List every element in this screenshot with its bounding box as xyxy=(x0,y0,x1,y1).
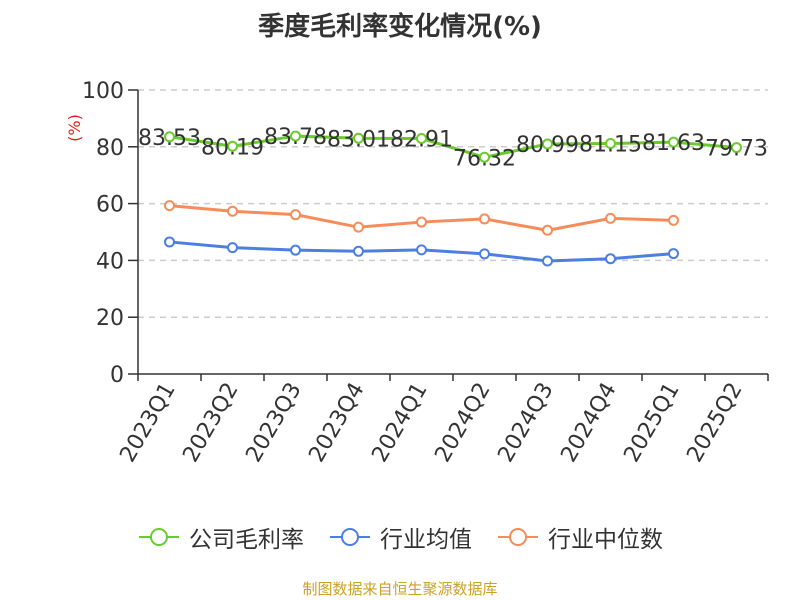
data-point-industry_median xyxy=(164,200,175,212)
y-tick-label: 0 xyxy=(110,363,124,388)
x-tick-label: 2024Q1 xyxy=(367,379,432,467)
y-tick-label: 40 xyxy=(96,249,124,274)
legend: 公司毛利率 行业均值 行业中位数 xyxy=(0,520,800,554)
data-point-industry_avg xyxy=(227,242,238,254)
grid-lines xyxy=(138,89,768,318)
data-point-company xyxy=(353,132,364,144)
legend-label-industry-median: 行业中位数 xyxy=(548,527,663,553)
series-line-company xyxy=(169,134,737,159)
data-point-company xyxy=(416,133,427,145)
data-point-industry_median xyxy=(668,214,679,226)
y-tick-label: 80 xyxy=(96,136,124,161)
data-point-industry_avg xyxy=(542,255,553,267)
data-label: 80.19 xyxy=(201,135,264,160)
data-point-industry_median xyxy=(227,205,238,217)
legend-label-industry-avg: 行业均值 xyxy=(380,527,472,553)
data-label: 76.32 xyxy=(453,146,516,171)
data-point-industry_avg xyxy=(668,248,679,260)
data-label: 83.01 xyxy=(327,127,390,152)
x-tick-label: 2023Q4 xyxy=(304,379,369,467)
y-tick-label: 20 xyxy=(96,306,124,331)
data-label: 81.15 xyxy=(579,133,642,158)
data-label: 80.99 xyxy=(516,133,579,158)
x-tick-label: 2025Q1 xyxy=(619,379,684,467)
data-point-industry_median xyxy=(605,212,616,224)
data-source-note: 制图数据来自恒生聚源数据库 xyxy=(302,580,498,598)
legend-item-company[interactable]: 公司毛利率 xyxy=(137,520,304,554)
series-lines xyxy=(164,130,742,267)
data-point-industry_median xyxy=(416,216,427,228)
data-label: 83.53 xyxy=(138,126,201,151)
y-tick-label: 100 xyxy=(82,79,124,104)
data-point-company xyxy=(605,138,616,150)
data-point-industry_avg xyxy=(353,245,364,257)
legend-line-circle-icon xyxy=(330,528,370,546)
data-point-company xyxy=(479,151,490,163)
data-point-industry_avg xyxy=(416,244,427,256)
data-point-industry_avg xyxy=(605,253,616,265)
data-label: 81.63 xyxy=(642,131,705,156)
x-tick-label: 2023Q3 xyxy=(241,379,306,467)
y-tick-label: 60 xyxy=(96,193,124,218)
data-point-industry_avg xyxy=(479,248,490,260)
data-point-industry_avg xyxy=(290,244,301,256)
legend-item-industry-avg[interactable]: 行业均值 xyxy=(328,520,472,554)
x-tick-label: 2023Q2 xyxy=(178,379,243,467)
data-point-industry_median xyxy=(542,224,553,236)
x-tick-label: 2023Q1 xyxy=(115,379,180,467)
data-label: 83.78 xyxy=(264,125,327,150)
x-tick-label: 2025Q2 xyxy=(682,379,747,467)
data-point-company xyxy=(668,136,679,148)
legend-line-circle-icon xyxy=(139,528,179,546)
data-point-company xyxy=(731,142,742,154)
data-point-company xyxy=(164,131,175,143)
data-label: 82.91 xyxy=(390,128,453,153)
line-chart: (%) 0 20 40 60 80 100 2023Q12023Q22023Q32023Q4… xyxy=(65,79,769,467)
data-point-company xyxy=(290,130,301,142)
data-point-industry_median xyxy=(353,221,364,233)
data-point-company xyxy=(227,140,238,152)
data-point-industry_median xyxy=(479,213,490,225)
x-tick-label: 2024Q4 xyxy=(556,379,621,467)
legend-line-circle-icon xyxy=(498,528,538,546)
data-point-industry_avg xyxy=(164,236,175,248)
x-tick-label: 2024Q2 xyxy=(430,379,495,467)
legend-item-industry-median[interactable]: 行业中位数 xyxy=(496,520,663,554)
chart-title: 季度毛利率变化情况(%) xyxy=(258,12,542,42)
data-point-industry_median xyxy=(290,209,301,221)
x-tick-label: 2024Q3 xyxy=(493,379,558,467)
legend-label-company: 公司毛利率 xyxy=(189,527,304,553)
y-axis-label: (%) xyxy=(65,114,84,142)
data-label: 79.73 xyxy=(705,137,768,162)
data-point-company xyxy=(542,138,553,150)
